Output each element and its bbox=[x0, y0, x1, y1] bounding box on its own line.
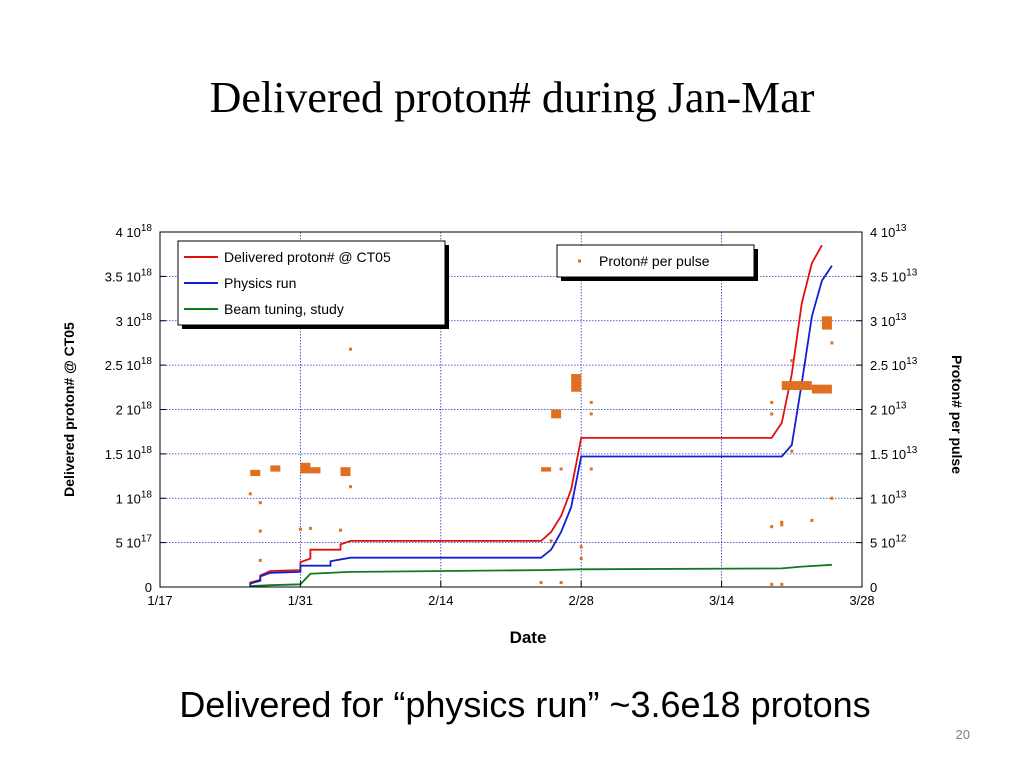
legend-box bbox=[177, 240, 446, 326]
right-tick-label: 1 1013 bbox=[870, 489, 907, 506]
legend-entry: Proton# per pulse bbox=[599, 253, 710, 269]
left-tick-label: 2.5 1018 bbox=[105, 356, 153, 373]
scatter-point bbox=[579, 557, 583, 561]
scatter-point bbox=[830, 496, 834, 500]
scatter-point bbox=[770, 400, 774, 404]
series-proton-per-pulse bbox=[248, 316, 834, 586]
scatter-point bbox=[790, 359, 794, 363]
scatter-point bbox=[298, 527, 302, 531]
legend-entry: Delivered proton# @ CT05 bbox=[224, 249, 391, 265]
scatter-point bbox=[770, 582, 774, 586]
scatter-cluster bbox=[551, 409, 562, 419]
left-tick-label: 2 1018 bbox=[116, 401, 153, 418]
x-axis-label: Date bbox=[510, 628, 547, 647]
left-tick-label: 4 1018 bbox=[116, 223, 153, 240]
scatter-cluster bbox=[270, 465, 281, 472]
scatter-point bbox=[780, 520, 784, 524]
left-tick-label: 0 bbox=[145, 580, 152, 595]
scatter-point bbox=[579, 545, 583, 549]
left-tick-label: 5 1017 bbox=[116, 534, 153, 551]
chart-series bbox=[248, 244, 834, 587]
y-axis-left-label: Delivered proton# @ CT05 bbox=[61, 322, 77, 497]
x-tick-label: 3/14 bbox=[709, 593, 734, 608]
right-axis-ticks: 0 5 1012 1 1013 1.5 1013 2 1013 2.5 1013 3 101… bbox=[856, 223, 918, 595]
left-axis-ticks: 0 5 1017 1 1018 1.5 1018 2 1018 2.5 1018 3 101… bbox=[105, 223, 166, 595]
scatter-point bbox=[258, 529, 262, 533]
x-tick-label: 1/31 bbox=[288, 593, 313, 608]
chart: 0 5 1017 1 1018 1.5 1018 2 1018 2.5 1018 3 101… bbox=[61, 223, 965, 647]
page-number: 20 bbox=[955, 727, 970, 742]
right-tick-label: 3 1013 bbox=[870, 312, 907, 329]
legend-left: Delivered proton# @ CT05 Physics run Beam … bbox=[177, 240, 449, 329]
scatter-cluster bbox=[821, 316, 832, 330]
scatter-point bbox=[339, 528, 343, 532]
right-tick-label: 3.5 1013 bbox=[870, 267, 918, 284]
scatter-point bbox=[790, 449, 794, 453]
x-tick-label: 1/17 bbox=[147, 593, 172, 608]
scatter-cluster bbox=[781, 381, 812, 390]
x-tick-label: 3/28 bbox=[849, 593, 874, 608]
right-tick-label: 0 bbox=[870, 580, 877, 595]
right-tick-label: 1.5 1013 bbox=[870, 445, 918, 462]
legend-box bbox=[556, 244, 755, 278]
slide-title: Delivered proton# during Jan-Mar bbox=[209, 73, 815, 122]
scatter-point bbox=[589, 467, 593, 471]
scatter-cluster bbox=[250, 469, 261, 477]
legend-entry: Beam tuning, study bbox=[224, 301, 344, 317]
slide-caption: Delivered for “physics run” ~3.6e18 prot… bbox=[179, 684, 871, 725]
right-tick-label: 5 1012 bbox=[870, 534, 907, 551]
scatter-point bbox=[589, 412, 593, 416]
scatter-point bbox=[349, 485, 353, 489]
scatter-point bbox=[810, 518, 814, 522]
scatter-point bbox=[780, 523, 784, 527]
right-tick-label: 4 1013 bbox=[870, 223, 907, 240]
scatter-point bbox=[349, 347, 353, 351]
left-tick-label: 1.5 1018 bbox=[105, 445, 153, 462]
scatter-point bbox=[248, 492, 252, 496]
scatter-point bbox=[258, 501, 262, 505]
scatter-point bbox=[539, 581, 543, 585]
scatter-point bbox=[780, 582, 784, 586]
series-line bbox=[249, 265, 833, 587]
scatter-cluster bbox=[340, 467, 351, 477]
scatter-point bbox=[559, 467, 563, 471]
scatter-cluster bbox=[571, 374, 582, 392]
legend-right: Proton# per pulse bbox=[556, 244, 758, 281]
y-axis-right-label: Proton# per pulse bbox=[949, 355, 965, 474]
scatter-point bbox=[308, 526, 312, 530]
scatter-point bbox=[549, 539, 553, 543]
scatter-point bbox=[770, 525, 774, 529]
scatter-point bbox=[770, 412, 774, 416]
scatter-point bbox=[830, 341, 834, 345]
scatter-cluster bbox=[811, 384, 832, 394]
x-axis-ticks: 1/17 1/31 2/14 2/28 3/14 3/28 bbox=[147, 581, 875, 608]
left-tick-label: 3 1018 bbox=[116, 312, 153, 329]
series-line bbox=[249, 244, 823, 587]
scatter-cluster bbox=[310, 467, 321, 474]
scatter-cluster bbox=[541, 467, 552, 472]
x-tick-label: 2/14 bbox=[428, 593, 453, 608]
scatter-point bbox=[258, 558, 262, 562]
left-tick-label: 1 1018 bbox=[116, 489, 153, 506]
right-tick-label: 2.5 1013 bbox=[870, 356, 918, 373]
legend-marker bbox=[578, 259, 581, 263]
right-tick-label: 2 1013 bbox=[870, 401, 907, 418]
scatter-point bbox=[559, 581, 563, 585]
x-tick-label: 2/28 bbox=[569, 593, 594, 608]
series-line bbox=[249, 563, 832, 587]
left-tick-label: 3.5 1018 bbox=[105, 267, 153, 284]
legend-entry: Physics run bbox=[224, 275, 296, 291]
scatter-cluster bbox=[300, 462, 311, 474]
scatter-point bbox=[589, 400, 593, 404]
